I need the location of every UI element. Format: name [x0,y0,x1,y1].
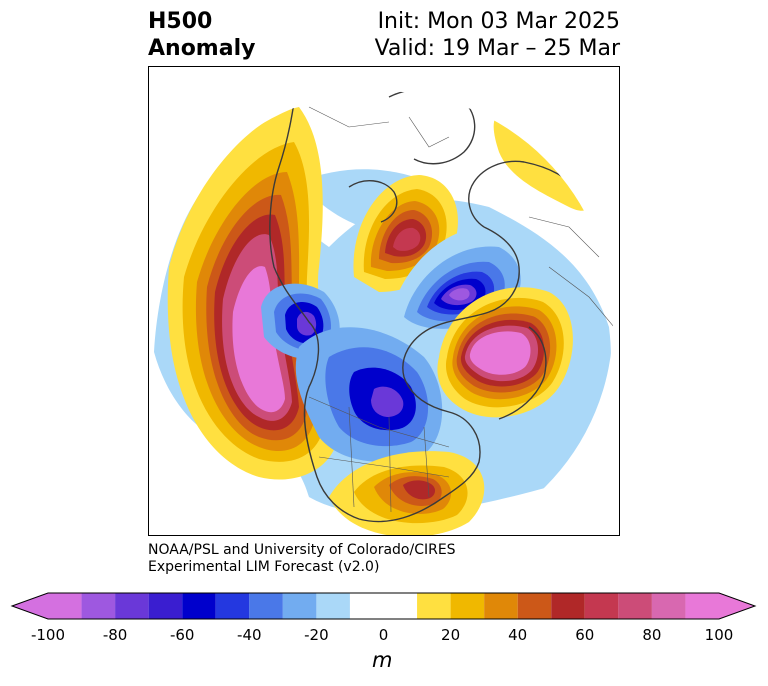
colorbar-segment [618,593,652,619]
colorbar [10,592,757,620]
colorbar-segment [651,593,686,619]
colorbar-tick-label: -40 [237,626,262,644]
north-atlantic-high [437,287,573,418]
valid-range: Valid: 19 Mar – 25 Mar [374,36,620,61]
coastlines [269,91,585,523]
credit-line1: NOAA/PSL and University of Colorado/CIRE… [148,542,456,558]
colorbar-segment [148,593,183,619]
colorbar-segment [316,593,350,619]
anomaly-map [149,91,613,535]
colorbar-tick-label: 40 [508,626,528,644]
colorbar-segment [484,593,518,619]
colorbar-tick-label: 100 [704,626,734,644]
colorbar-tick-label: 0 [378,626,389,644]
map-title-line1: H500 [148,9,213,34]
map-title: H500 Anomaly [148,8,255,62]
map-panel [148,66,620,536]
colorbar-outline [10,592,757,620]
colorbar-under-arrow [12,593,48,619]
colorbar-unit: m [372,648,393,672]
colorbar-segment [584,593,619,619]
colorbar-segment [282,593,317,619]
colorbar-segments [48,593,719,619]
colorbar-segment [215,593,250,619]
southeast-us-high [329,451,485,535]
colorbar-segment [182,593,216,619]
colorbar-tick-label: 20 [441,626,461,644]
colorbar-segment [48,593,82,619]
colorbar-segment [517,593,552,619]
colorbar-tick-label: 60 [575,626,595,644]
colorbar-segment [81,593,116,619]
colorbar-segment [115,593,149,619]
eastern-europe-high [493,113,590,211]
colorbar-tick-label: -20 [304,626,329,644]
credit-text: NOAA/PSL and University of Colorado/CIRE… [148,542,456,576]
map-title-line2: Anomaly [148,36,256,61]
colorbar-segment [685,593,719,619]
north-pacific-high [167,107,339,480]
credit-line2: Experimental LIM Forecast (v2.0) [148,559,380,575]
country-borders [308,106,613,513]
colorbar-segment [417,593,451,619]
colorbar-segment [450,593,485,619]
colorbar-segment [349,593,418,619]
colorbar-tick-label: -80 [102,626,128,644]
init-date: Init: Mon 03 Mar 2025 [377,9,620,34]
colorbar-segment [249,593,283,619]
colorbar-over-arrow [719,593,755,619]
colorbar-segment [551,593,585,619]
forecast-dates: Init: Mon 03 Mar 2025 Valid: 19 Mar – 25… [375,8,620,62]
colorbar-tick-label: -100 [30,626,66,644]
colorbar-tick-label: 80 [642,626,662,644]
colorbar-tick-label: -60 [169,626,195,644]
